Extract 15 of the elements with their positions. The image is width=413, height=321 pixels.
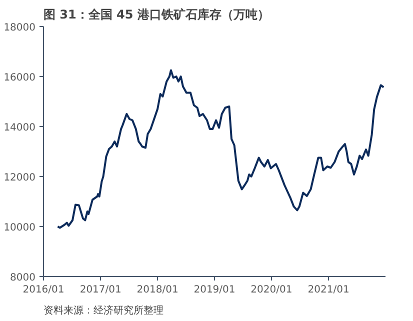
text: 资料来源：经济研究所整理 [44,304,164,316]
y-tick-label: 14000 [4,122,36,134]
y-tick-label: 8000 [10,272,36,284]
y-tick-label: 16000 [4,72,36,84]
line-series [56,69,385,229]
x-tick-label: 2019/01 [194,284,236,296]
x-tick-label: 2018/01 [136,284,178,296]
y-tick-label: 12000 [4,172,36,184]
x-tick-label: 2021/01 [308,284,350,296]
y-tick-label: 18000 [4,22,36,34]
x-tick-label: 2016/01 [22,284,64,296]
chart-title: 图 31：全国 45 港口铁矿石库存（万吨） [44,8,270,22]
x-tick-label: 2020/01 [250,284,292,296]
x-tick-label: 2017/01 [80,284,122,296]
y-tick-label: 10000 [4,222,36,234]
